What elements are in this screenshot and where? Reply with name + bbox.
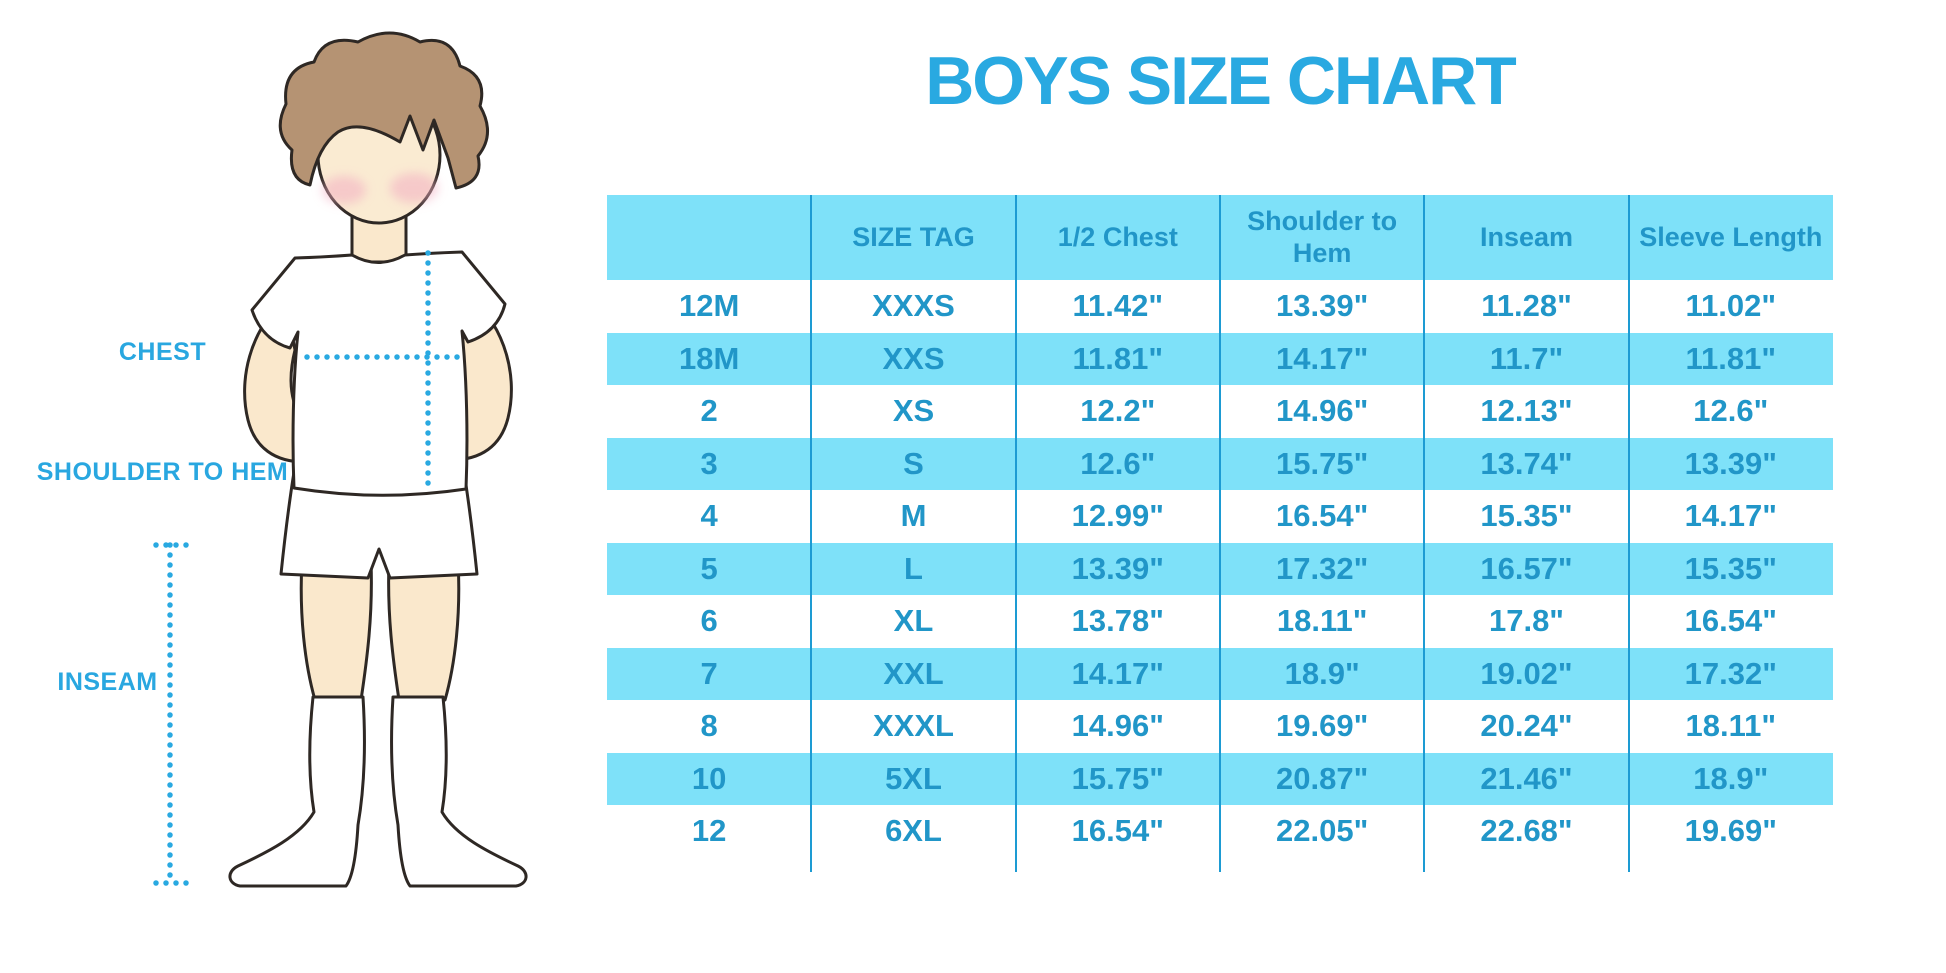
boy-hair <box>278 31 489 190</box>
size-cell: 17.32" <box>1684 655 1777 691</box>
size-row-label: 18M <box>679 340 740 376</box>
size-cell: 6XL <box>885 813 942 849</box>
size-row-label: 10 <box>691 760 727 796</box>
column-header: Sleeve Length <box>1639 221 1823 252</box>
size-cell: XXL <box>883 655 944 691</box>
size-cell: 19.69" <box>1684 813 1777 849</box>
size-row-label: 8 <box>700 708 718 744</box>
size-row-label: 12M <box>679 288 740 324</box>
size-cell: 12.99" <box>1071 498 1164 534</box>
size-cell: 15.35" <box>1684 550 1777 586</box>
chest-label: CHEST <box>118 338 207 366</box>
size-cell: 5XL <box>885 760 942 796</box>
boy-tshirt <box>250 250 507 497</box>
size-cell: 14.17" <box>1071 655 1164 691</box>
table-divider <box>1014 195 1017 872</box>
size-cell: 11.42" <box>1072 288 1164 324</box>
inseam-label: INSEAM <box>57 668 158 696</box>
size-cell: XXXS <box>872 288 955 324</box>
size-cell: M <box>900 498 927 534</box>
size-cell: 15.75" <box>1071 760 1164 796</box>
table-divider <box>1423 195 1426 872</box>
size-cell: 16.54" <box>1276 498 1369 534</box>
size-row-label: 7 <box>700 655 718 691</box>
size-cell: 15.35" <box>1480 498 1573 534</box>
size-cell: L <box>904 550 923 586</box>
size-cell: 18.9" <box>1693 760 1769 796</box>
size-cell: 12.6" <box>1080 445 1156 481</box>
size-cell: 11.7" <box>1489 340 1564 376</box>
size-cell: 14.17" <box>1684 498 1777 534</box>
size-row-label: 12 <box>691 813 727 849</box>
boy-right-leg <box>387 558 461 702</box>
table-divider <box>1219 195 1221 872</box>
size-cell: 18.11" <box>1276 603 1368 639</box>
size-cell: 19.69" <box>1276 708 1369 744</box>
boy-left-sock <box>228 695 366 888</box>
size-row-label: 6 <box>700 603 718 639</box>
column-header <box>607 195 811 280</box>
size-cell: 16.54" <box>1071 813 1164 849</box>
size-cell: 13.74" <box>1480 445 1573 481</box>
size-cell: 13.39" <box>1071 550 1164 586</box>
size-cell: 15.75" <box>1276 445 1369 481</box>
size-cell: XXXL <box>873 708 954 744</box>
table-divider <box>1627 195 1630 872</box>
size-cell: 12.2" <box>1080 393 1156 429</box>
size-cell: 22.68" <box>1480 813 1573 849</box>
table-divider <box>810 195 813 872</box>
size-table: SIZE TAG 1/2 Chest Shoulder to Hem Inseam Sl… <box>607 195 1833 872</box>
size-cell: 21.46" <box>1480 760 1573 796</box>
size-cell: 17.8" <box>1488 603 1565 639</box>
boy-illustration <box>153 31 528 888</box>
shoulder-to-hem-label: SHOULDER TO HEM <box>36 458 289 486</box>
size-cell: 19.02" <box>1480 655 1573 691</box>
size-cell: 17.32" <box>1276 550 1369 586</box>
size-cell: 20.24" <box>1480 708 1573 744</box>
size-cell: 11.81" <box>1685 340 1777 376</box>
boy-cheeks <box>322 173 438 204</box>
boy-right-sock <box>390 695 528 888</box>
size-cell: XS <box>892 393 935 429</box>
size-row-label: 5 <box>700 550 718 586</box>
size-cell: 11.02" <box>1685 288 1777 324</box>
size-cell: 18.9" <box>1284 655 1360 691</box>
size-cell: 16.57" <box>1480 550 1573 586</box>
size-cell: 16.54" <box>1684 603 1777 639</box>
size-cell: 12.6" <box>1693 393 1769 429</box>
column-header: Shoulder to Hem <box>1247 206 1398 268</box>
size-cell: 12.13" <box>1480 393 1573 429</box>
size-cell: 14.96" <box>1071 708 1164 744</box>
column-header: Inseam <box>1479 221 1574 252</box>
size-row-label: 3 <box>700 445 718 481</box>
size-cell: 13.39" <box>1684 445 1777 481</box>
size-cell: XL <box>893 603 934 639</box>
size-cell: 14.17" <box>1276 340 1369 376</box>
size-cell: 11.81" <box>1072 340 1164 376</box>
size-cell: 18.11" <box>1685 708 1777 744</box>
page-title: BOYS SIZE CHART <box>925 43 1517 119</box>
column-header: 1/2 Chest <box>1057 221 1178 252</box>
inseam-measure-line <box>153 542 193 886</box>
size-cell: S <box>903 445 924 481</box>
size-row-label: 4 <box>700 498 718 534</box>
size-cell: 13.39" <box>1276 288 1369 324</box>
column-header: SIZE TAG <box>852 221 975 252</box>
boy-left-leg <box>299 558 373 702</box>
size-cell: 11.28" <box>1481 288 1572 324</box>
size-row-label: 2 <box>700 393 718 429</box>
size-cell: 13.78" <box>1071 603 1164 639</box>
size-cell: XXS <box>882 340 945 376</box>
boy-shorts <box>279 470 479 580</box>
size-cell: 20.87" <box>1276 760 1369 796</box>
size-cell: 22.05" <box>1276 813 1369 849</box>
size-cell: 14.96" <box>1276 393 1369 429</box>
